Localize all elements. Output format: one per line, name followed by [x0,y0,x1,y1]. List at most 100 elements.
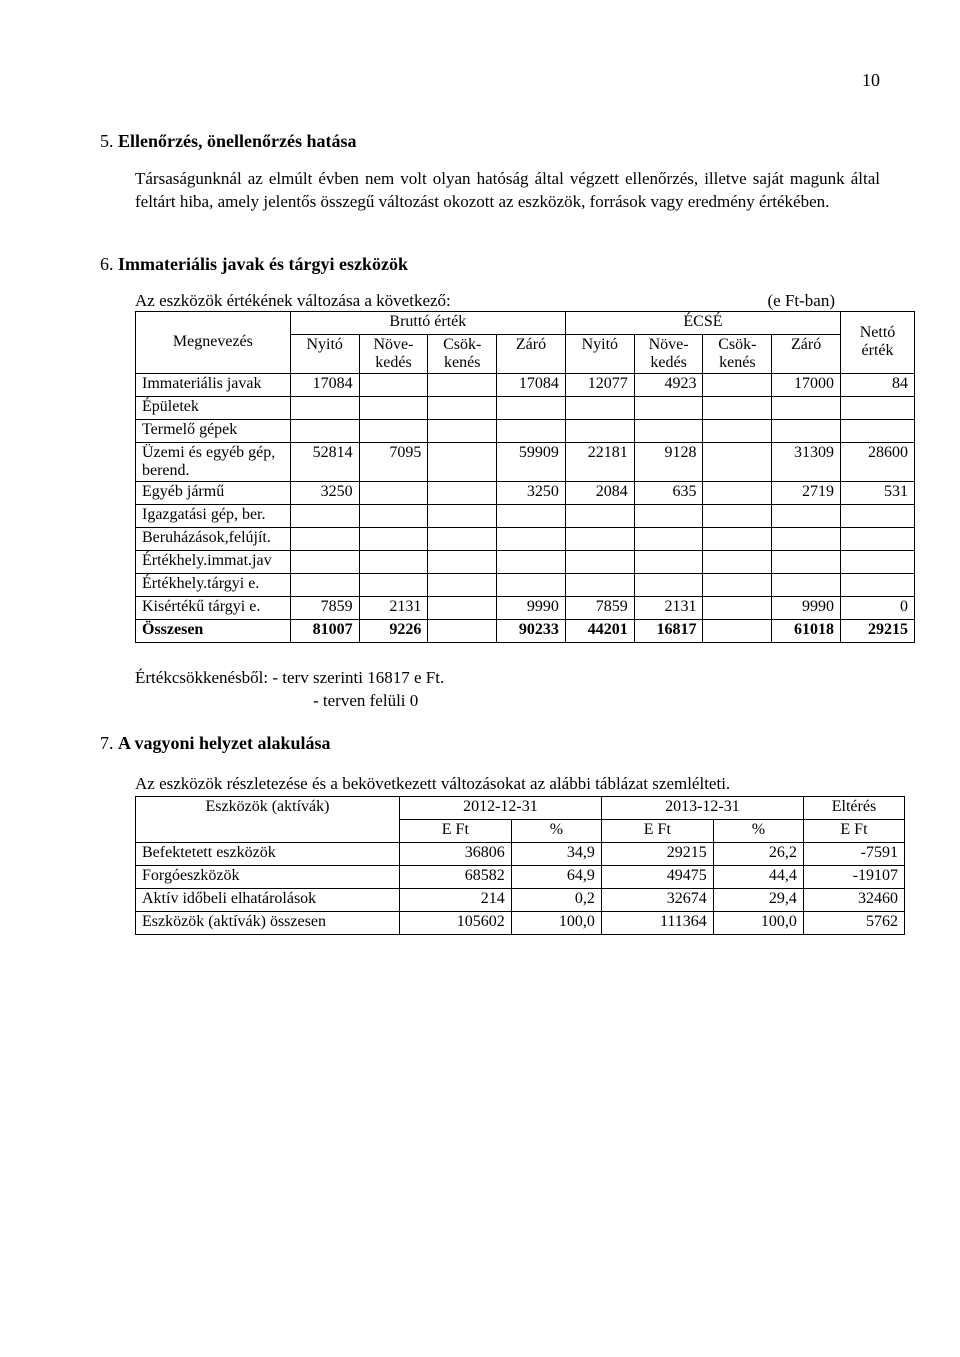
col2-elteres: Eltérés [803,796,904,819]
cell-value: 0 [841,596,915,619]
cell-value: 4923 [634,373,703,396]
cell-value: 105602 [399,911,511,934]
cell-value [565,504,634,527]
cell-value: 0,2 [511,888,601,911]
cell-value [634,419,703,442]
cell-value [634,504,703,527]
cell-value [703,573,772,596]
cell-value [359,573,428,596]
cell-value [359,396,428,419]
col2-2013: 2013-12-31 [601,796,803,819]
cell-value [428,419,497,442]
row-label: Épületek [136,396,291,419]
section-7-heading: A vagyoni helyzet alakulása [118,733,331,753]
cell-value: 17000 [772,373,841,396]
cell-value: 34,9 [511,842,601,865]
cell-value: 2131 [634,596,703,619]
assets-breakdown-table: Eszközök (aktívák) 2012-12-31 2013-12-31… [135,796,905,935]
cell-value: 22181 [565,442,634,481]
cell-value: 7859 [290,596,359,619]
cell-value: 49475 [601,865,713,888]
col-e-nove: Növe-kedés [634,334,703,373]
cell-value [565,573,634,596]
table-header-row-1: Megnevezés Bruttó érték ÉCSÉ Nettó érték [136,311,915,334]
row-label: Immateriális javak [136,373,291,396]
cell-value: 7859 [565,596,634,619]
section-6-number: 6. [100,254,114,274]
cell-value [703,396,772,419]
cell-value [703,442,772,481]
cell-value [772,504,841,527]
row-label: Egyéb jármű [136,481,291,504]
col-megnevezes: Megnevezés [136,311,291,373]
col-e-nyito: Nyitó [565,334,634,373]
cell-value: 32460 [803,888,904,911]
cell-value [772,396,841,419]
cell-value [428,396,497,419]
row-label: Eszközök (aktívák) összesen [136,911,400,934]
cell-value: 16817 [634,619,703,642]
row-label: Üzemi és egyéb gép, berend. [136,442,291,481]
cell-value [290,573,359,596]
cell-value: 29215 [841,619,915,642]
cell-value: 52814 [290,442,359,481]
row-label: Kisértékű tárgyi e. [136,596,291,619]
cell-value: 9226 [359,619,428,642]
cell-value [634,550,703,573]
section-5-number: 5. [100,131,114,151]
cell-value [497,527,566,550]
cell-value: 9128 [634,442,703,481]
assets-change-table: Megnevezés Bruttó érték ÉCSÉ Nettó érték… [135,311,915,643]
cell-value: 17084 [497,373,566,396]
cell-value: 29215 [601,842,713,865]
cell-value [428,573,497,596]
cell-value [359,481,428,504]
col-b-nove: Növe-kedés [359,334,428,373]
cell-value [772,550,841,573]
col2-eszkozok: Eszközök (aktívák) [136,796,400,842]
cell-value [428,619,497,642]
cell-value [359,550,428,573]
cell-value: 3250 [497,481,566,504]
cell-value [841,396,915,419]
cell-value [290,504,359,527]
col-b-csok: Csök-kenés [428,334,497,373]
table-row: Aktív időbeli elhatárolások2140,23267429… [136,888,905,911]
cell-value [565,527,634,550]
table-row: Értékhely.immat.jav [136,550,915,573]
cell-value [841,527,915,550]
cell-value [703,419,772,442]
cell-value [634,573,703,596]
row-label: Termelő gépek [136,419,291,442]
cell-value: 7095 [359,442,428,481]
cell-value [428,504,497,527]
table-row: Kisértékű tárgyi e.785921319990785921319… [136,596,915,619]
table-row: Egyéb jármű3250325020846352719531 [136,481,915,504]
cell-value: 3250 [290,481,359,504]
cell-value: 9990 [772,596,841,619]
section-5-title: 5. Ellenőrzés, önellenőrzés hatása [100,131,880,152]
table-row: Forgóeszközök6858264,94947544,4-19107 [136,865,905,888]
cell-value [703,373,772,396]
cell-value [634,396,703,419]
cell-value [359,527,428,550]
cell-value: 26,2 [713,842,803,865]
page-number: 10 [100,70,880,91]
cell-value [772,419,841,442]
cell-value [428,550,497,573]
cell-value [428,596,497,619]
cell-value: 17084 [290,373,359,396]
section-5-paragraph: Társaságunknál az elmúlt évben nem volt … [135,168,880,214]
cell-value [359,373,428,396]
cell-value: 2719 [772,481,841,504]
cell-value: 100,0 [511,911,601,934]
cell-value: 9990 [497,596,566,619]
cell-value: 111364 [601,911,713,934]
cell-value [703,527,772,550]
cell-value: 44,4 [713,865,803,888]
table-row: Beruházások,felújít. [136,527,915,550]
cell-value [703,619,772,642]
section-5-heading: Ellenőrzés, önellenőrzés hatása [118,131,356,151]
table2-header-row-1: Eszközök (aktívák) 2012-12-31 2013-12-31… [136,796,905,819]
col-e-zaro: Záró [772,334,841,373]
